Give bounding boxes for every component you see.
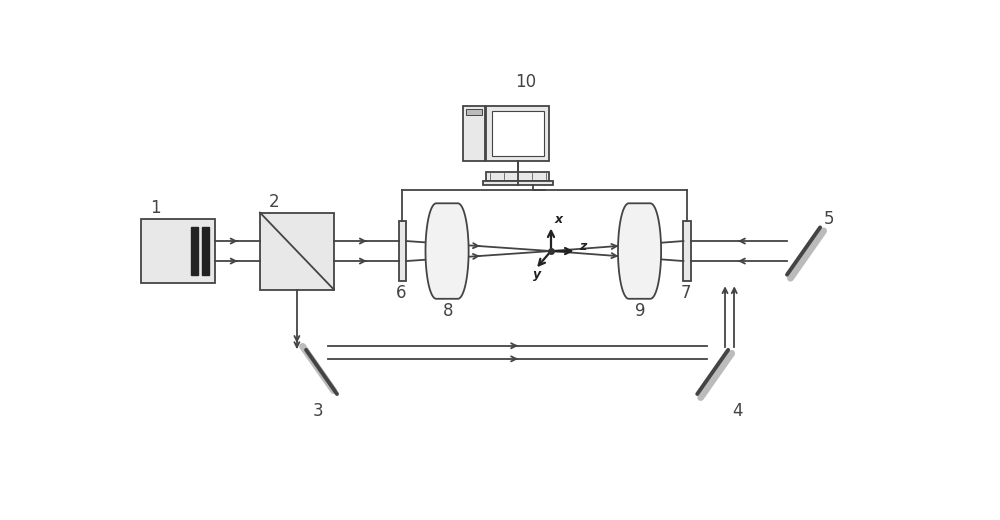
- Text: 9: 9: [635, 302, 645, 320]
- FancyBboxPatch shape: [260, 213, 334, 290]
- Text: 6: 6: [395, 284, 406, 302]
- Text: 2: 2: [269, 193, 280, 211]
- Text: 5: 5: [824, 210, 834, 228]
- FancyBboxPatch shape: [683, 221, 691, 281]
- Bar: [466, 109, 482, 115]
- Text: x: x: [554, 213, 562, 226]
- Polygon shape: [618, 203, 661, 299]
- Text: 3: 3: [312, 401, 323, 420]
- Text: z: z: [579, 240, 587, 253]
- Polygon shape: [425, 203, 469, 299]
- FancyBboxPatch shape: [492, 111, 544, 155]
- Bar: [191, 227, 198, 275]
- Bar: [202, 227, 209, 275]
- FancyBboxPatch shape: [463, 106, 485, 161]
- Text: 4: 4: [732, 401, 743, 420]
- Text: 8: 8: [442, 302, 453, 320]
- Text: 7: 7: [680, 284, 691, 302]
- Text: 1: 1: [151, 199, 161, 217]
- FancyBboxPatch shape: [483, 181, 553, 185]
- FancyBboxPatch shape: [486, 106, 549, 161]
- FancyBboxPatch shape: [141, 219, 215, 283]
- FancyBboxPatch shape: [486, 172, 549, 181]
- Text: 10: 10: [515, 73, 536, 91]
- Text: y: y: [533, 268, 541, 281]
- FancyBboxPatch shape: [399, 221, 406, 281]
